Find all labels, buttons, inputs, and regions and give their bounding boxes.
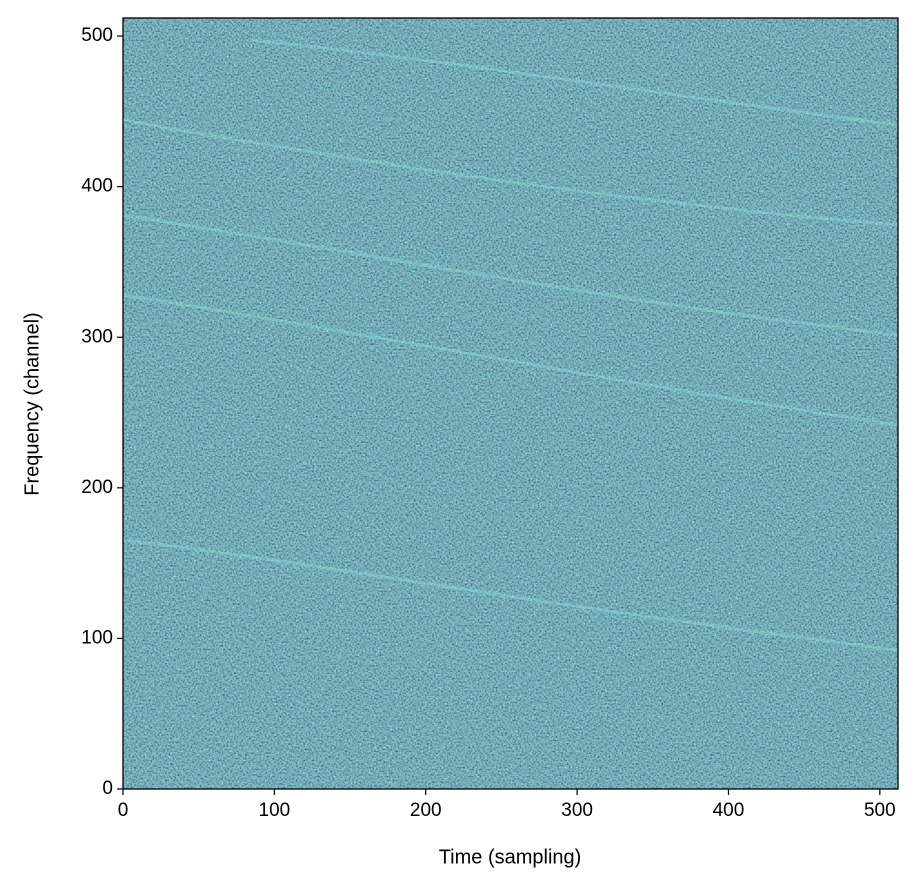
streak <box>123 118 898 227</box>
x-tick-label: 400 <box>713 800 745 821</box>
x-tick-label: 100 <box>259 800 291 821</box>
x-tick-label: 0 <box>118 800 129 821</box>
x-tick-label: 300 <box>561 800 593 821</box>
streak <box>123 213 898 337</box>
signal-streaks <box>123 38 898 652</box>
heatmap <box>122 17 899 790</box>
x-axis-title: Time (sampling) <box>439 846 582 868</box>
y-tick-label: 0 <box>102 778 113 799</box>
streak <box>123 538 898 652</box>
heatmap-image <box>123 18 898 789</box>
y-tick-label: 100 <box>81 627 113 648</box>
streak <box>249 38 898 127</box>
y-tick-label: 500 <box>81 25 113 46</box>
y-tick-label: 400 <box>81 176 113 197</box>
y-tick-label: 300 <box>81 326 113 347</box>
y-axis-title: Frequency (channel) <box>21 312 43 495</box>
x-tick-label: 200 <box>410 800 442 821</box>
y-tick-label: 200 <box>81 477 113 498</box>
streak <box>123 293 898 427</box>
x-tick-label: 500 <box>864 800 896 821</box>
plot-frame <box>122 17 899 790</box>
